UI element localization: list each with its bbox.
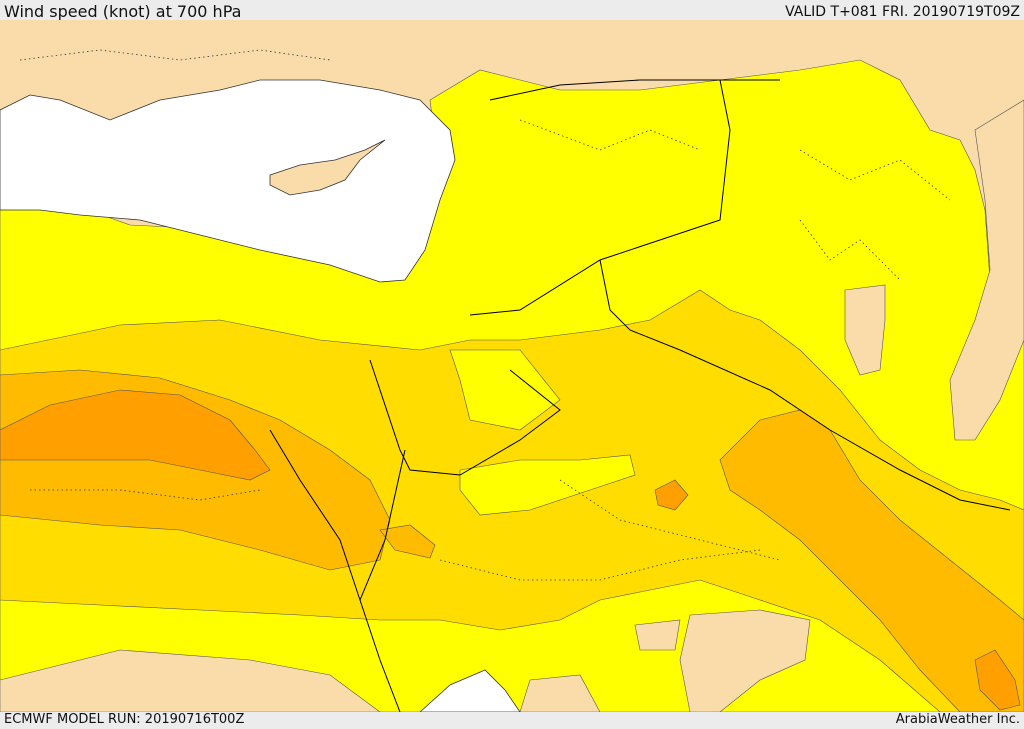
wind-band-dark-orange bbox=[0, 389, 271, 481]
political-borders bbox=[269, 79, 1011, 712]
wind-speed-map bbox=[0, 20, 1024, 712]
header-bar: Wind speed (knot) at 700 hPa VALID T+081… bbox=[0, 0, 1024, 21]
land-patch-mesopotamia bbox=[844, 284, 886, 376]
red-sea bbox=[419, 669, 521, 712]
wind-band-dark-orange-spot bbox=[654, 479, 689, 511]
wind-hole-1 bbox=[449, 349, 561, 431]
land-patch-south-4 bbox=[634, 619, 681, 651]
footer-bar: ECMWF MODEL RUN: 20190716T00Z ArabiaWeat… bbox=[0, 712, 1024, 729]
internal-borders bbox=[19, 49, 951, 581]
land-patch-ne bbox=[949, 99, 1024, 441]
wind-band-orange-sinai bbox=[379, 524, 436, 559]
valid-time: VALID T+081 FRI. 20190719T09Z bbox=[785, 4, 1020, 20]
land-patch-south-3 bbox=[519, 674, 601, 712]
wind-band-dark-orange-se bbox=[974, 649, 1021, 711]
land-patch-south-2 bbox=[0, 649, 381, 712]
credit-label: ArabiaWeather Inc. bbox=[895, 712, 1020, 727]
map-title: Wind speed (knot) at 700 hPa bbox=[4, 2, 242, 21]
model-run: ECMWF MODEL RUN: 20190716T00Z bbox=[4, 712, 245, 727]
wind-hole-2 bbox=[459, 454, 636, 516]
mediterranean-sea bbox=[0, 79, 456, 283]
land-patch-south-1 bbox=[679, 609, 811, 712]
cyprus-island bbox=[269, 139, 386, 196]
